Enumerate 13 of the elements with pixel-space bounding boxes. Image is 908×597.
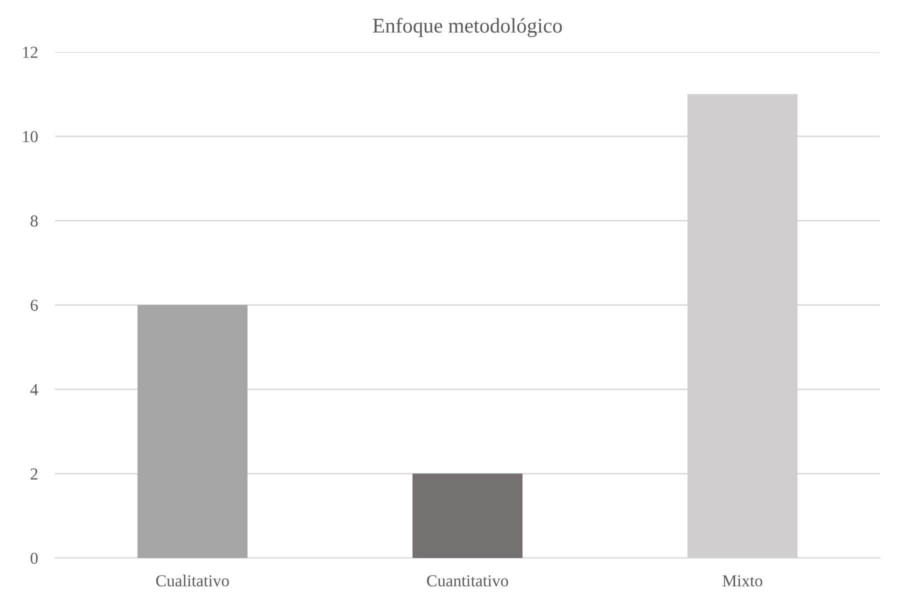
x-tick-label: Cuantitativo: [426, 575, 508, 586]
y-tick-label: 6: [30, 300, 38, 311]
x-tick-label: Cualitativo: [156, 574, 229, 586]
y-tick-label: 2: [30, 468, 38, 480]
chart-title: Enfoque metodológico: [372, 18, 562, 38]
y-tick-label: 4: [30, 384, 38, 396]
y-tick-label: 0: [30, 552, 38, 564]
bar: [412, 474, 522, 558]
y-tick-label: 8: [30, 215, 38, 227]
bar: [138, 305, 248, 558]
x-tick-label: Mixto: [722, 575, 762, 586]
y-tick-label: 12: [23, 46, 38, 58]
y-tick-label: 10: [23, 131, 38, 142]
